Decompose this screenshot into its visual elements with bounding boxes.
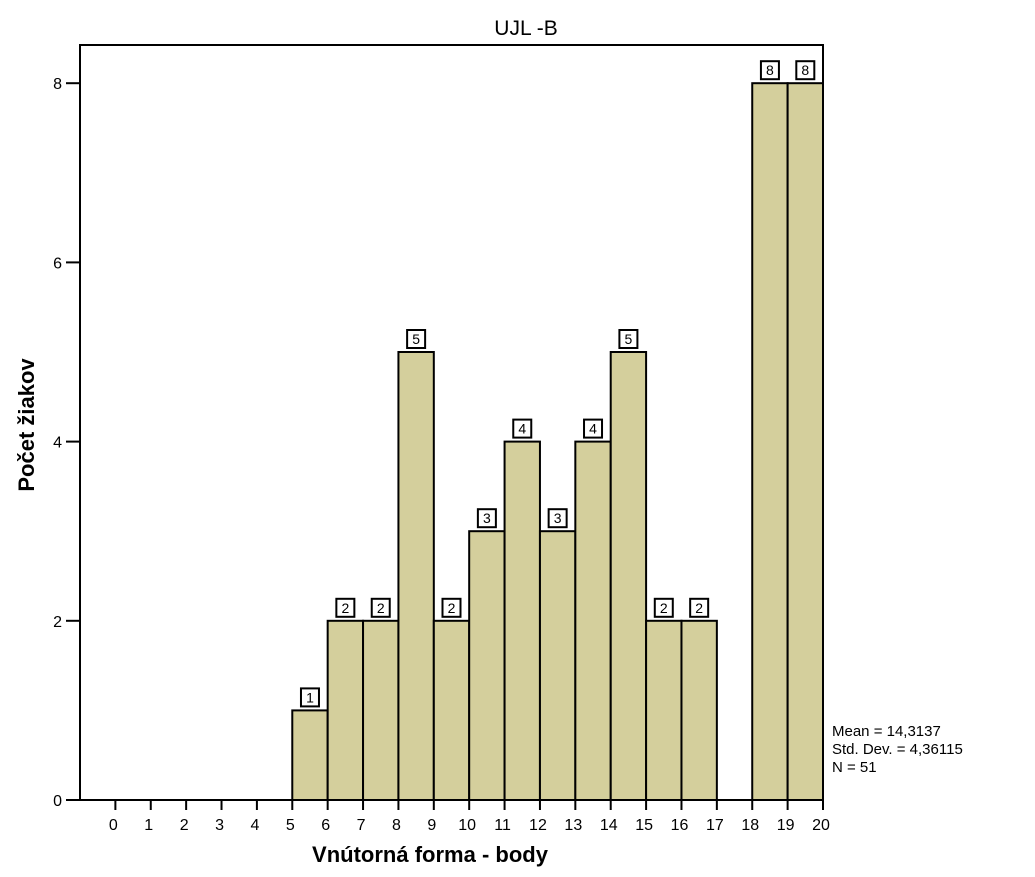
- data-label: 2: [341, 600, 349, 616]
- x-tick-label: 5: [286, 817, 295, 834]
- x-tick-label: 18: [741, 817, 759, 834]
- histogram-bar: [328, 621, 363, 800]
- histogram-bar: [398, 352, 433, 800]
- x-tick-label: 20: [812, 817, 830, 834]
- x-tick-label: 14: [600, 817, 618, 834]
- x-tick-label: 16: [671, 817, 689, 834]
- histogram-bar: [646, 621, 681, 800]
- x-tick-label: 17: [706, 817, 724, 834]
- data-label: 3: [554, 510, 562, 526]
- y-tick-label: 4: [53, 435, 62, 452]
- histogram-bar: [752, 83, 787, 800]
- data-label: 8: [766, 62, 774, 78]
- data-label: 5: [625, 331, 633, 347]
- data-label: 2: [377, 600, 385, 616]
- x-tick-label: 11: [494, 817, 511, 834]
- y-axis-label: Počet žiakov: [14, 358, 39, 492]
- chart-title: UJL -B: [494, 17, 557, 40]
- histogram-bar: [681, 621, 716, 800]
- x-tick-label: 12: [529, 817, 547, 834]
- histogram-bar: [540, 531, 575, 800]
- histogram-bar: [434, 621, 469, 800]
- x-axis-label: Vnútorná forma - body: [312, 842, 549, 867]
- x-tick-label: 10: [458, 817, 476, 834]
- data-label: 2: [660, 600, 668, 616]
- x-tick-label: 19: [777, 817, 795, 834]
- x-tick-label: 15: [635, 817, 653, 834]
- y-tick-label: 8: [53, 76, 62, 93]
- x-tick-label: 0: [109, 817, 118, 834]
- x-tick-label: 3: [215, 817, 224, 834]
- stat-mean: Mean = 14,3137: [832, 723, 941, 740]
- data-label: 2: [448, 600, 456, 616]
- y-tick-label: 2: [53, 614, 62, 631]
- x-tick-label: 7: [357, 817, 366, 834]
- x-tick-label: 13: [564, 817, 582, 834]
- histogram-bar: [292, 710, 327, 800]
- stat-std-dev: Std. Dev. = 4,36115: [832, 741, 963, 758]
- x-tick-label: 8: [392, 817, 401, 834]
- histogram-bar: [363, 621, 398, 800]
- x-tick-label: 4: [250, 817, 259, 834]
- x-tick-label: 1: [144, 817, 153, 834]
- data-label: 2: [695, 600, 703, 616]
- data-label: 8: [801, 62, 809, 78]
- data-label: 3: [483, 510, 491, 526]
- x-tick-label: 2: [180, 817, 189, 834]
- histogram-bar: [469, 531, 504, 800]
- data-label: 4: [518, 421, 526, 437]
- data-label: 5: [412, 331, 420, 347]
- y-tick-label: 0: [53, 793, 62, 810]
- histogram-bar: [505, 442, 540, 800]
- data-label: 1: [306, 689, 314, 705]
- y-tick-label: 6: [53, 255, 62, 272]
- histogram-bar: [611, 352, 646, 800]
- histogram-bar: [788, 83, 823, 800]
- data-label: 4: [589, 421, 597, 437]
- stat-n: N = 51: [832, 759, 877, 776]
- x-tick-label: 9: [427, 817, 436, 834]
- histogram-bar: [575, 442, 610, 800]
- x-tick-label: 6: [321, 817, 330, 834]
